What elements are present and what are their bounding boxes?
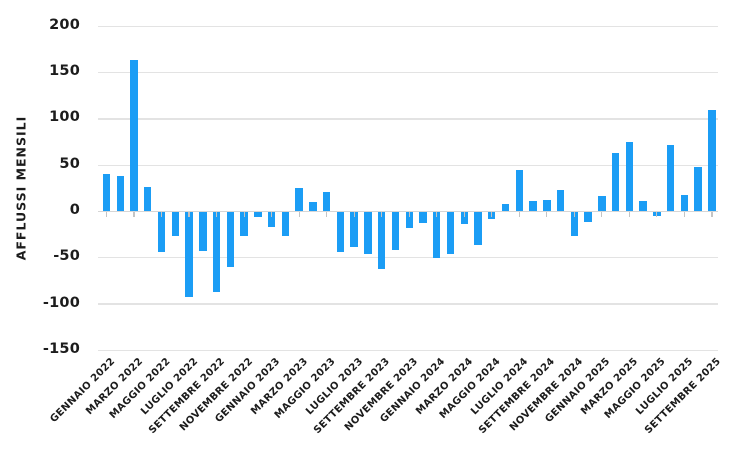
bar-luglio-2025	[680, 194, 689, 212]
bar-aprile-2023	[309, 202, 317, 212]
bar-giugno-2024	[501, 204, 510, 212]
y-tick-label--100: -100	[42, 294, 80, 311]
x-tick-mark	[188, 212, 190, 217]
bar-aprile-2025	[639, 201, 647, 212]
x-tick-mark	[160, 212, 163, 217]
x-tick-mark	[628, 212, 630, 217]
x-tick-mark	[408, 212, 410, 217]
bar-maggio-2023	[322, 192, 331, 212]
bar-agosto-2022	[199, 211, 207, 252]
gridline--100	[97, 303, 718, 305]
x-tick-mark	[215, 212, 218, 217]
x-tick-mark	[546, 212, 548, 217]
bar-dicembre-2022	[254, 211, 262, 218]
bar-marzo-2025	[625, 142, 634, 212]
gridline--50	[97, 257, 718, 259]
bar-maggio-2022	[157, 211, 166, 253]
y-tick-label-200: 200	[49, 16, 80, 33]
bar-aprile-2024	[474, 211, 482, 245]
gridline-100	[97, 118, 718, 120]
x-tick-mark	[436, 212, 438, 217]
gridline-50	[97, 164, 718, 166]
bar-marzo-2023	[295, 188, 303, 212]
bar-luglio-2022	[185, 211, 193, 297]
bar-settembre-2023	[378, 211, 386, 269]
x-tick-mark	[601, 212, 603, 217]
bar-ottobre-2023	[391, 211, 400, 251]
gridline-200	[97, 25, 718, 28]
bar-novembre-2024	[570, 211, 579, 237]
bar-agosto-2024	[529, 201, 537, 212]
bar-gennaio-2023	[267, 211, 276, 228]
bar-aprile-2022	[144, 186, 152, 212]
x-tick-mark	[711, 212, 713, 217]
bar-giugno-2023	[336, 211, 345, 253]
x-tick-mark	[573, 212, 575, 217]
x-tick-mark	[656, 212, 658, 217]
y-tick-label-50: 50	[59, 155, 80, 172]
x-tick-mark	[271, 212, 273, 217]
x-tick-mark	[298, 212, 300, 217]
bar-febbraio-2024	[446, 211, 455, 255]
bar-gennaio-2022	[102, 173, 111, 212]
bar-settembre-2024	[543, 200, 551, 212]
bar-gennaio-2025	[598, 195, 606, 212]
x-tick-mark	[105, 212, 108, 217]
gridline-150	[97, 71, 718, 74]
bar-ottobre-2024	[556, 190, 565, 212]
x-tick-mark	[243, 212, 245, 217]
bar-giugno-2025	[666, 144, 675, 212]
y-tick-label--50: -50	[53, 248, 80, 265]
bar-marzo-2022	[130, 59, 138, 212]
bar-febbraio-2022	[116, 176, 124, 212]
bar-febbraio-2025	[611, 153, 620, 212]
bar-febbraio-2023	[281, 211, 290, 237]
bar-novembre-2023	[405, 211, 413, 229]
x-tick-mark	[518, 212, 520, 217]
bar-dicembre-2024	[584, 211, 592, 222]
gridline--150	[97, 349, 718, 352]
x-tick-mark	[353, 212, 355, 217]
x-tick-mark	[326, 212, 328, 217]
bar-ottobre-2022	[226, 211, 235, 268]
x-tick-mark	[463, 212, 465, 217]
bar-agosto-2023	[364, 211, 372, 255]
x-tick-mark	[133, 212, 135, 217]
bar-settembre-2022	[212, 211, 221, 293]
bar-gennaio-2024	[433, 211, 441, 258]
y-tick-label-150: 150	[49, 63, 80, 80]
bar-settembre-2025	[708, 109, 716, 212]
bar-luglio-2024	[515, 169, 523, 212]
y-axis-title: AFFLUSSI MENSILI	[13, 115, 29, 261]
x-tick-mark	[491, 212, 493, 217]
bar-luglio-2023	[350, 211, 358, 247]
bar-marzo-2024	[460, 211, 468, 225]
bar-novembre-2022	[240, 211, 248, 237]
y-tick-label--150: -150	[42, 340, 80, 357]
bar-giugno-2022	[171, 211, 179, 237]
x-tick-mark	[381, 212, 383, 217]
zero-axis-line	[97, 210, 718, 213]
bar-agosto-2025	[694, 167, 702, 212]
y-tick-label-0: 0	[69, 202, 80, 218]
x-tick-mark	[683, 212, 685, 217]
y-tick-label-100: 100	[49, 109, 80, 126]
bar-dicembre-2023	[419, 211, 427, 223]
